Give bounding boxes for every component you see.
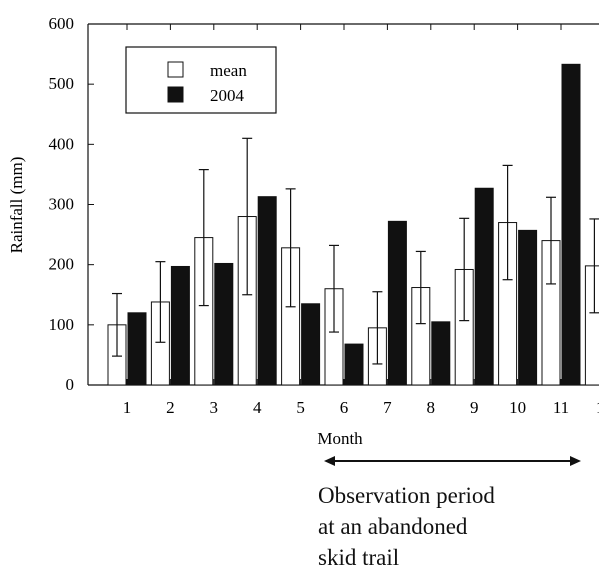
x-tick-label: 4	[253, 398, 262, 417]
y-tick-label: 600	[49, 14, 75, 33]
bar-2004-month-11	[561, 63, 581, 386]
x-tick-label: 9	[470, 398, 479, 417]
bar-2004-month-6	[344, 343, 364, 386]
x-tick-label: 5	[296, 398, 305, 417]
bar-2004-month-7	[387, 220, 407, 386]
y-axis-label: Rainfall (mm)	[7, 157, 26, 254]
legend-box	[125, 46, 277, 114]
x-tick-label: 10	[509, 398, 526, 417]
x-tick-label: 3	[210, 398, 219, 417]
x-tick-label: 11	[553, 398, 569, 417]
bar-2004-month-5	[301, 303, 321, 386]
bar-2004-month-4	[257, 196, 277, 386]
caption-line: at an abandoned	[318, 514, 468, 539]
legend-label-mean: mean	[210, 61, 247, 80]
chart-legend: mean 2004	[125, 46, 277, 114]
legend-swatch-2004	[167, 86, 184, 103]
x-tick-label: 8	[427, 398, 436, 417]
y-tick-label: 200	[49, 255, 75, 274]
y-tick-label: 300	[49, 195, 75, 214]
bar-2004-month-2	[170, 265, 190, 386]
x-tick-label: 1	[123, 398, 132, 417]
legend-swatch-mean	[167, 61, 184, 78]
y-tick-label: 400	[49, 134, 75, 153]
bar-2004-month-3	[214, 262, 234, 386]
y-tick-label: 500	[49, 74, 75, 93]
caption-line: skid trail	[318, 545, 400, 570]
arrow-head-left	[324, 456, 335, 466]
arrow-head-right	[570, 456, 581, 466]
legend-label-2004: 2004	[210, 86, 245, 105]
caption-line: Observation period	[318, 483, 495, 508]
x-tick-label: 2	[166, 398, 175, 417]
observation-caption: Observation period at an abandoned skid …	[318, 480, 495, 573]
x-tick-label: 12	[596, 398, 599, 417]
x-axis-label: Month	[317, 429, 363, 448]
x-tick-label: 6	[340, 398, 349, 417]
y-tick-label: 100	[49, 315, 75, 334]
bar-2004-month-10	[518, 229, 538, 386]
observation-period-arrow	[324, 456, 581, 466]
x-tick-label: 7	[383, 398, 392, 417]
bar-2004-month-1	[127, 312, 147, 386]
bar-mean-month-12	[584, 265, 599, 386]
bar-2004-month-8	[431, 321, 451, 386]
chart-bars	[107, 63, 599, 386]
bar-2004-month-9	[474, 187, 494, 386]
y-tick-label: 0	[66, 375, 75, 394]
